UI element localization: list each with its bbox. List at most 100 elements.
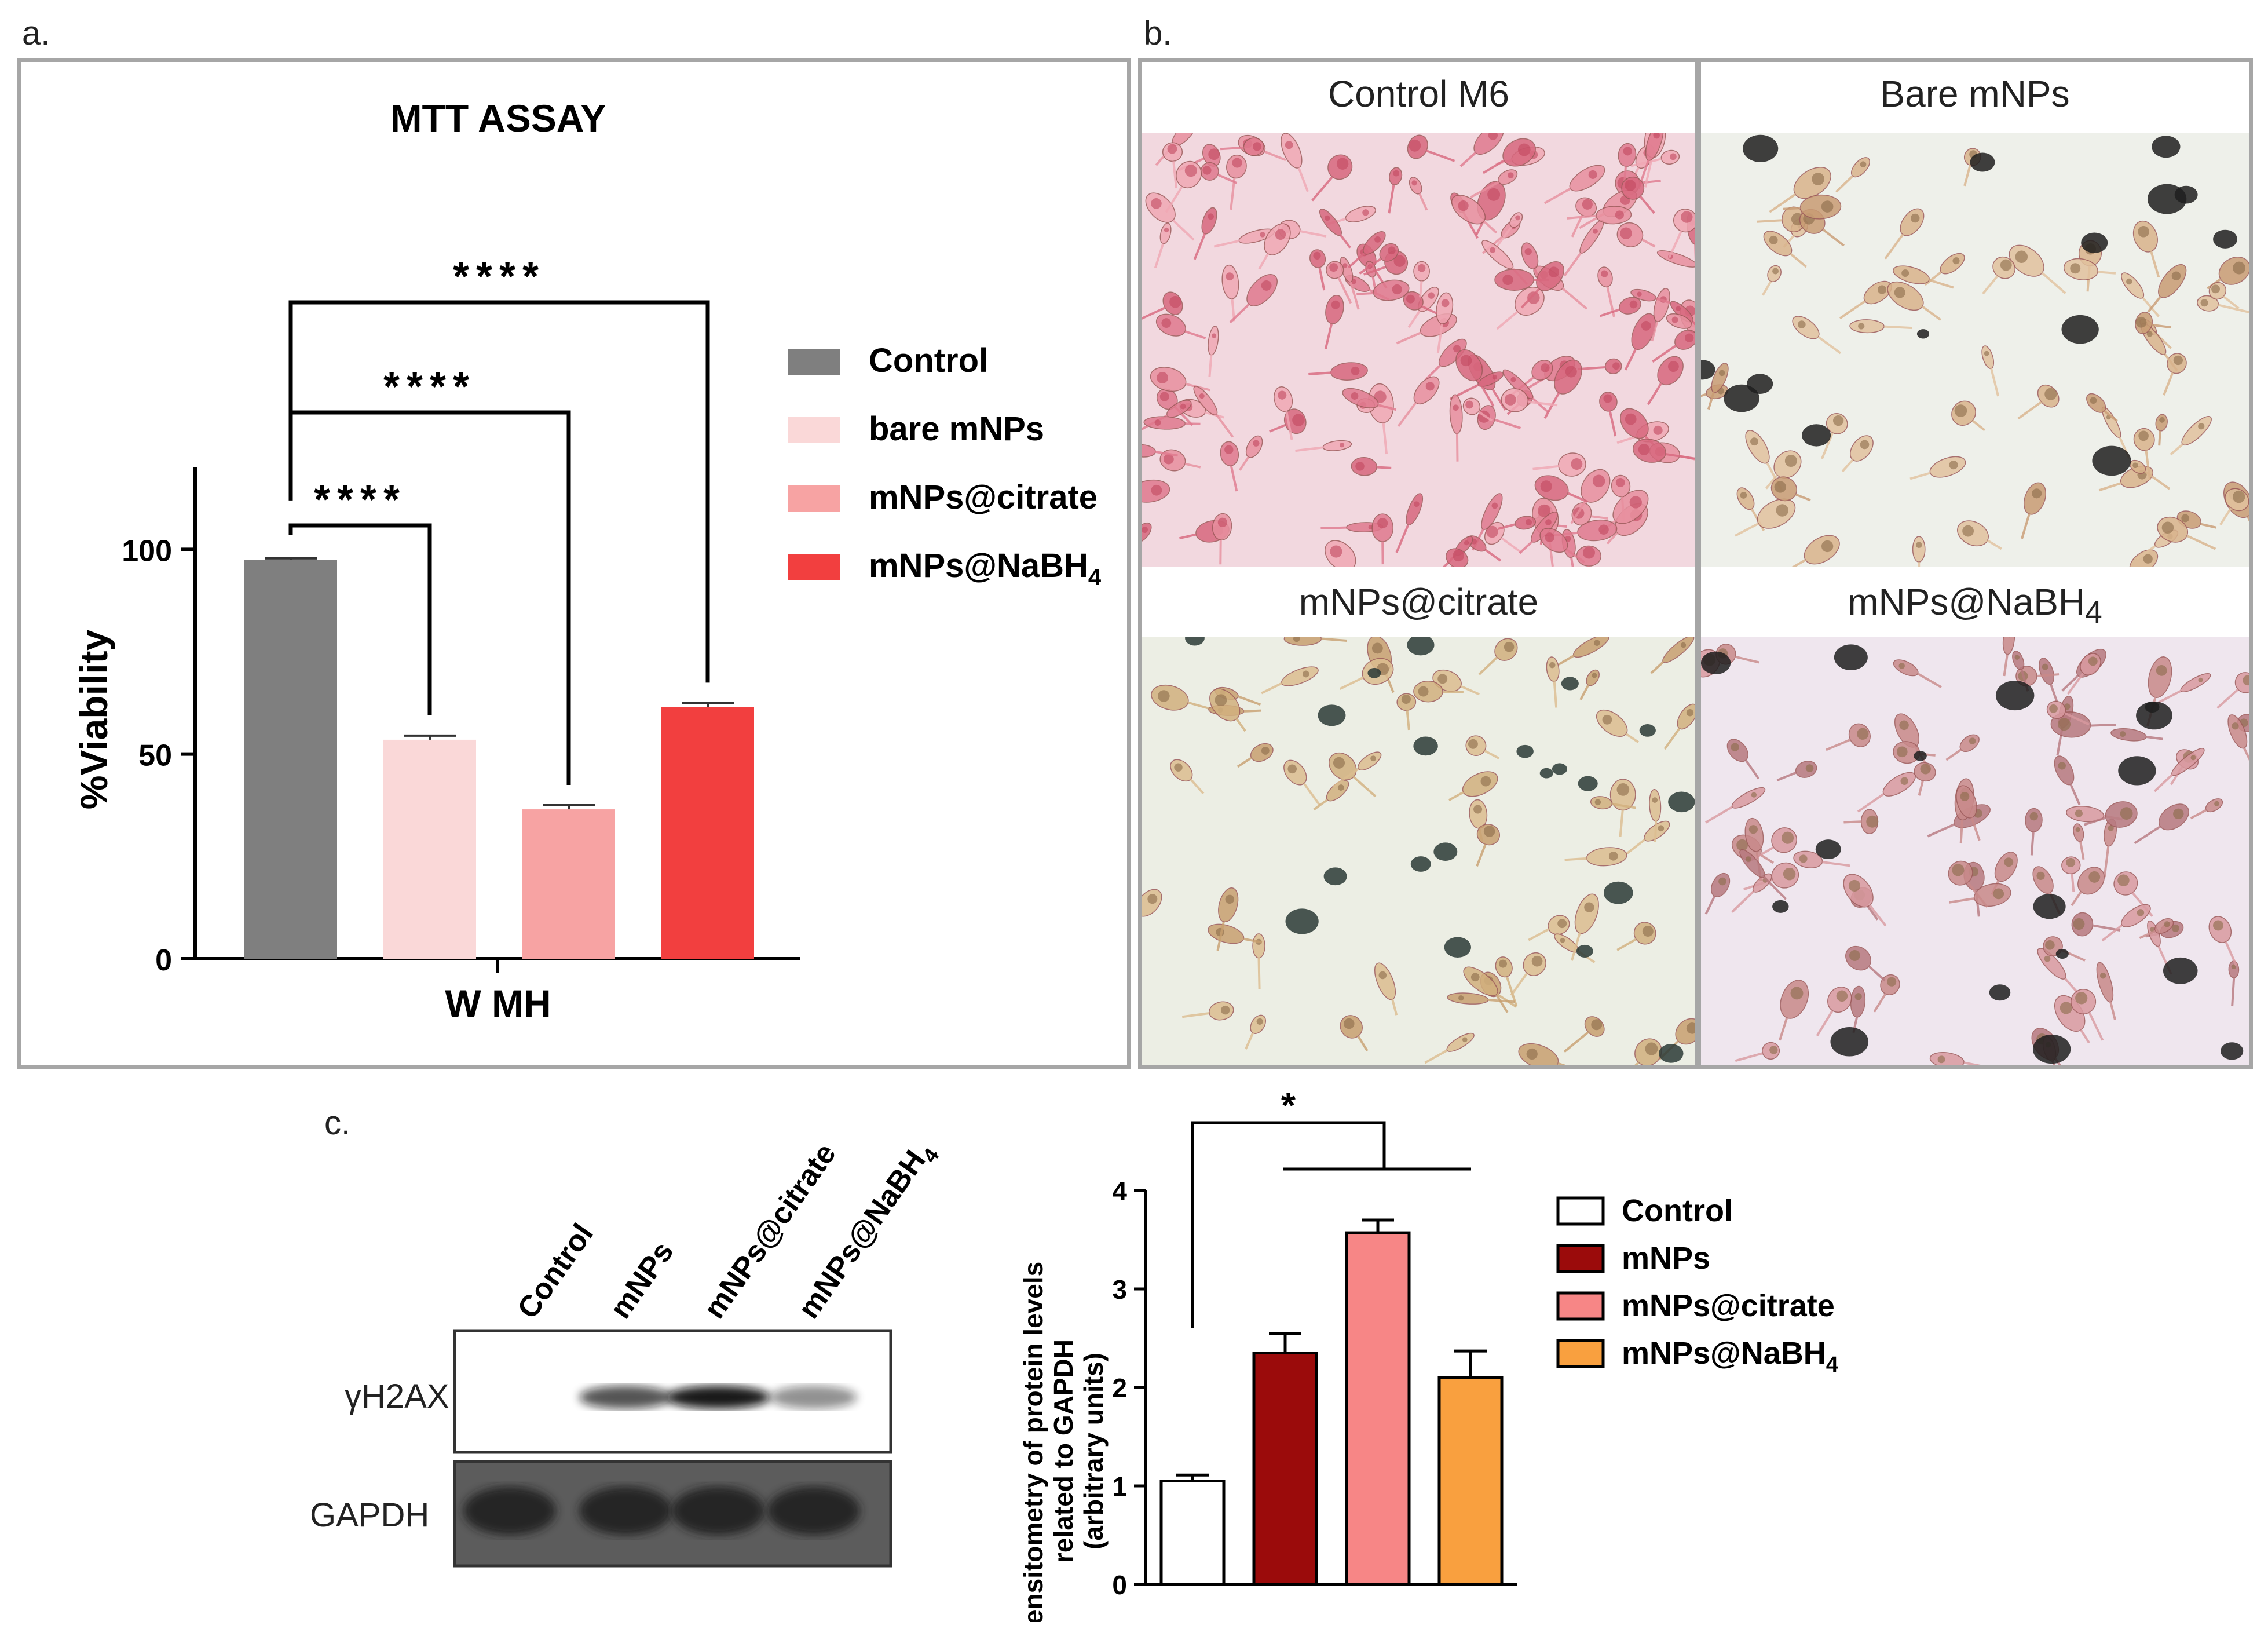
nanoparticle-aggregate [1830,1027,1869,1057]
cell [2071,867,2105,906]
legend-item-mnps: mNPs [1556,1241,1710,1276]
cell [1909,456,1966,480]
cell [1165,160,1202,213]
nanoparticle-aggregate [1747,374,1773,394]
cell [1785,535,1840,567]
cell [1616,922,1656,951]
cell [1470,169,1518,199]
error-bar-mnps-nabh4 [682,702,734,707]
micrograph-mnps-citrate [1142,637,1695,1065]
cell [1325,540,1376,567]
cell [1849,319,1913,334]
cell [2046,700,2090,726]
nanoparticle-aggregate [1561,677,1579,691]
cell [1746,827,1797,864]
cell [1567,206,1632,225]
cell [2086,393,2118,422]
cell [1424,1032,1475,1064]
cell [1534,475,1589,503]
cell [2002,637,2015,677]
cell [1765,450,1802,490]
nanoparticle-aggregate [1914,751,1927,761]
nanoparticle-aggregate [1576,944,1593,958]
cell [1893,659,1943,689]
cell [2061,856,2081,892]
cell [1707,363,1729,410]
cell [1396,693,1417,731]
cell [1208,326,1219,377]
svg-text:mNPs@citrate: mNPs@citrate [869,479,1098,516]
cell [1209,688,1246,732]
cell [1442,548,1469,567]
cell [1826,723,1871,751]
nanoparticle-aggregate [1185,637,1205,646]
cell [1599,392,1618,437]
cell [1502,369,1549,413]
cell [1283,637,1347,646]
cell [1761,265,1782,296]
y-tick-label-100: 100 [122,534,172,568]
bar-mnps-nabh4 [1437,1376,1504,1586]
blot-label-gapdh: GAPDH [310,1496,429,1534]
cell [1449,394,1463,462]
cell [1407,286,1439,328]
bar-mnps [1252,1352,1318,1586]
cell [1609,779,1636,837]
nanoparticle-aggregate [2221,1042,2244,1060]
cell [1145,192,1195,241]
micrograph-label-control-m6: Control M6 [1142,62,1695,133]
nanoparticle-aggregate [2213,229,2237,249]
nanoparticle-aggregate [2033,894,2066,919]
cell [1887,281,1941,321]
y-axis-label-line-2: related to GAPDH [1048,1339,1078,1563]
mtt-assay-chart: MTT ASSAY 0 50 100 **** **** **** Control bar… [72,97,1102,1025]
cell [1388,167,1403,214]
cell [1596,709,1639,743]
nanoparticle-aggregate [1539,768,1553,779]
svg-text:mNPs: mNPs [603,1236,680,1325]
cell [1403,291,1437,315]
error-bar-mnps-citrate [543,804,595,810]
band-gamma-h2ax-4 [770,1386,857,1409]
nanoparticle-aggregate [1318,704,1346,726]
cell [1459,133,1504,167]
cell [1216,887,1239,951]
micrograph-label-mnps-nabh4: mNPs@NaBH4 [1701,567,2249,637]
significance-stars-3: **** [453,254,546,300]
panel-b-letter: b. [1144,14,1172,52]
legend-item-control: Control [788,342,988,379]
cell [2132,220,2160,278]
cell [2190,798,2223,820]
bar-mnps-citrate [522,809,615,959]
cell [1564,847,1627,867]
cell [1333,751,1382,788]
nanoparticle-aggregate [1578,776,1598,791]
cell [2155,414,2168,446]
y-tick-label-2: 2 [1112,1373,1127,1403]
cell [2043,936,2086,962]
cell [1221,264,1239,322]
legend-item-mnps-nabh4: mNPs@NaBH4 [1556,1336,1838,1377]
y-axis-label-line-1: densitometry of protein levels [1018,1262,1048,1622]
cell [1200,162,1238,185]
cell [2216,672,2249,709]
cell [1193,207,1217,260]
cell [2153,748,2205,792]
svg-text:Control: Control [511,1218,600,1325]
cell [1463,966,1517,1008]
nanoparticle-aggregate [2152,136,2181,158]
nanoparticle-aggregate [1701,360,1715,380]
error-bar-mnps-nabh4 [1454,1349,1487,1378]
y-tick-label-0: 0 [155,944,172,977]
cell [1616,222,1656,248]
cell [1783,194,1842,220]
significance-stars-2: **** [383,364,476,410]
cell [1563,1016,1605,1053]
nanoparticle-aggregate [2061,315,2099,344]
nanoparticle-aggregate [2081,232,2108,253]
cell [1578,358,1622,374]
micrograph-mnps-nabh4 [1701,637,2249,1065]
error-bar-bare-mnps [404,734,456,740]
nanoparticle-aggregate [1323,867,1347,886]
cell [1929,1052,1984,1065]
